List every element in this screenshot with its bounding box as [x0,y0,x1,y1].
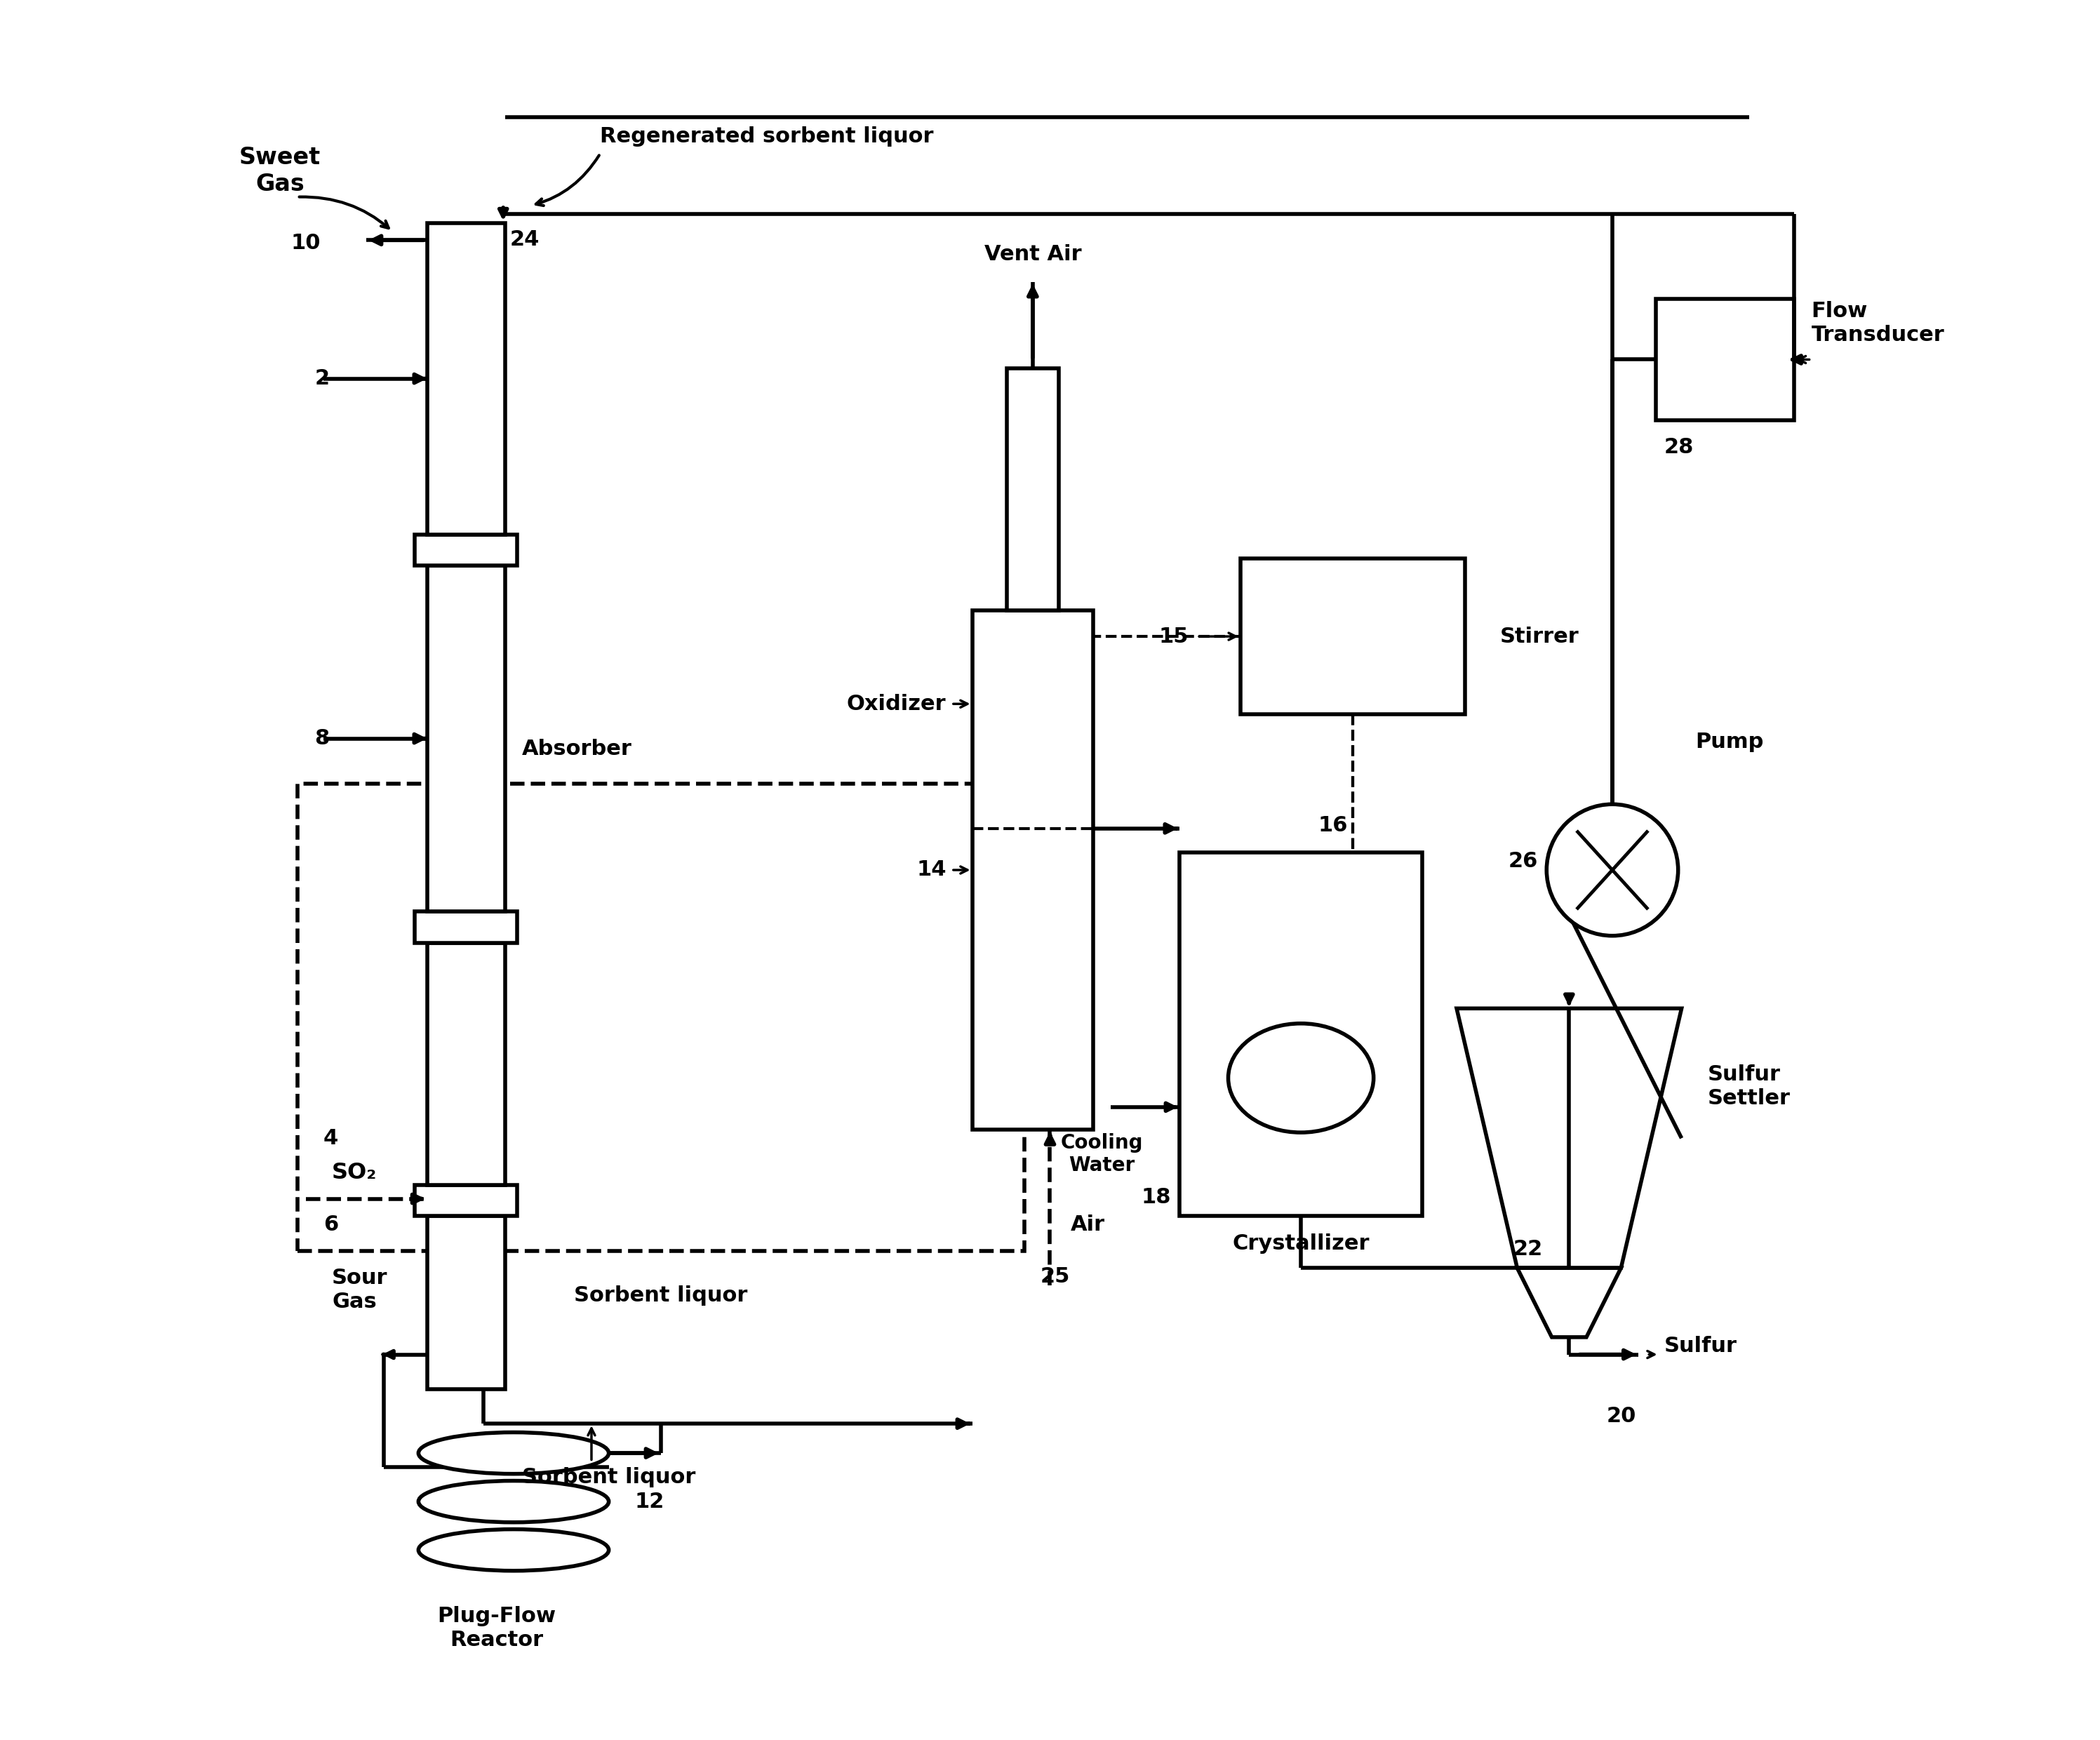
Polygon shape [1516,1268,1621,1336]
Text: 24: 24 [510,230,540,249]
Text: 14: 14 [916,860,947,880]
Text: Cooling
Water: Cooling Water [1060,1133,1142,1176]
Ellipse shape [418,1529,609,1571]
Ellipse shape [418,1481,609,1522]
Text: Sulfur: Sulfur [1665,1336,1737,1355]
Bar [426,223,504,534]
Bar [1241,559,1466,715]
Text: Flow
Transducer: Flow Transducer [1812,301,1945,345]
Ellipse shape [418,1432,609,1474]
Text: Plug-Flow
Reactor: Plug-Flow Reactor [437,1606,556,1650]
Bar [426,566,504,912]
Text: 22: 22 [1514,1239,1544,1260]
Text: Stirrer: Stirrer [1499,626,1579,647]
Text: 16: 16 [1319,814,1348,835]
Text: Pump: Pump [1695,733,1764,752]
Text: Air: Air [1071,1215,1105,1235]
Bar [972,611,1094,1129]
Bar [1006,369,1058,611]
Bar [298,783,1025,1251]
Bar [1655,299,1793,419]
Ellipse shape [1228,1023,1373,1133]
Bar [416,534,517,566]
Text: Sulfur
Settler: Sulfur Settler [1707,1065,1791,1108]
Text: 20: 20 [1606,1406,1636,1427]
Bar [416,912,517,943]
Circle shape [1546,804,1678,936]
Bar [1180,853,1422,1216]
Text: Sweet
Gas: Sweet Gas [239,146,321,197]
Text: 2: 2 [315,369,330,388]
Text: 10: 10 [292,233,321,252]
Text: Vent Air: Vent Air [985,244,1082,264]
Text: 28: 28 [1665,437,1695,458]
Text: Crystallizer: Crystallizer [1233,1234,1369,1255]
Text: 26: 26 [1508,851,1537,872]
Bar [426,943,504,1185]
Text: 6: 6 [323,1215,338,1235]
Text: SO₂: SO₂ [332,1162,378,1183]
Bar [416,1185,517,1216]
Text: Sour
Gas: Sour Gas [332,1268,388,1312]
Text: Oxidizer: Oxidizer [846,694,947,713]
Text: Sorbent liquor: Sorbent liquor [523,1467,695,1488]
Text: 8: 8 [315,729,330,748]
Text: 4: 4 [323,1128,338,1148]
Bar [426,1216,504,1389]
Text: 12: 12 [634,1491,664,1512]
Text: Regenerated sorbent liquor: Regenerated sorbent liquor [601,127,934,146]
Polygon shape [1457,1009,1682,1268]
Text: Sorbent liquor: Sorbent liquor [573,1286,748,1305]
Text: Absorber: Absorber [523,740,632,759]
Text: 15: 15 [1159,626,1189,647]
Text: 18: 18 [1140,1187,1172,1208]
Text: 25: 25 [1040,1267,1071,1288]
